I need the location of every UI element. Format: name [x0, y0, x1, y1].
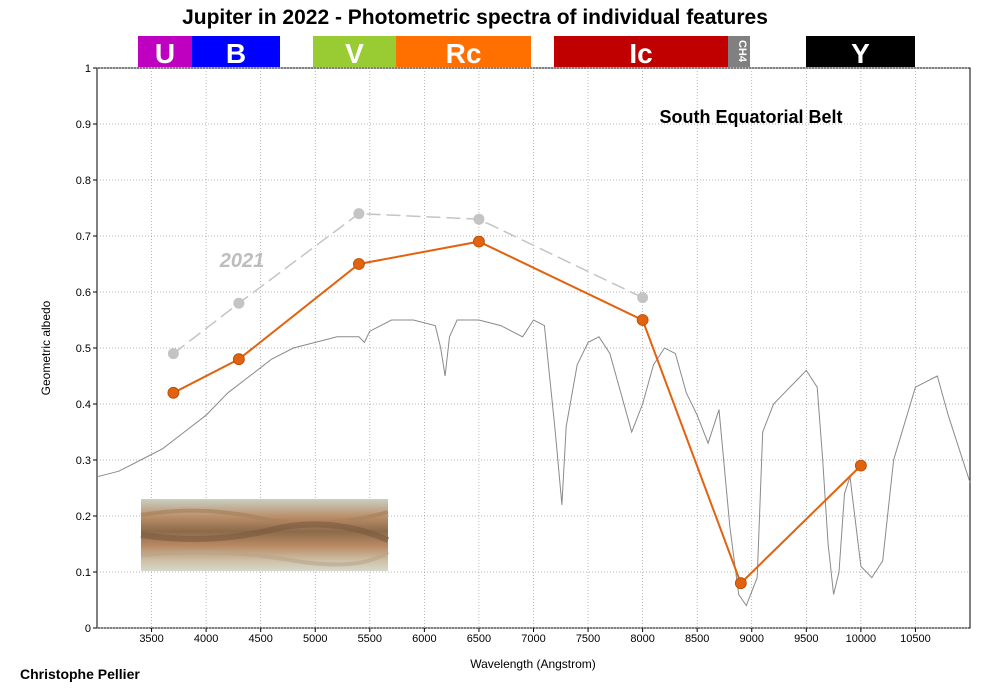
x-tick-label: 10500 [900, 633, 931, 645]
filter-band-v [313, 36, 396, 67]
filter-band-u [138, 36, 192, 67]
filter-band-ic [554, 36, 728, 67]
grid [97, 67, 970, 629]
previous-year-label: 2021 [219, 250, 265, 272]
x-tick-label: 7000 [521, 633, 545, 645]
filter-band-label-y: Y [851, 38, 870, 69]
y-tick-label: 0.5 [76, 343, 91, 355]
y-tick-label: 0.6 [76, 287, 91, 299]
belt-image-swatch [140, 499, 390, 571]
x-tick-label: 9000 [740, 633, 764, 645]
x-tick-label: 6000 [412, 633, 436, 645]
filter-band-y [806, 36, 915, 67]
series-2022-point [473, 235, 485, 248]
x-axis-ticks: 3500 4000 4500 5000 5500 6000 6500 7000 7500 8000… [139, 628, 931, 645]
feature-label: South Equatorial Belt [659, 107, 842, 127]
x-tick-label: 5500 [358, 633, 382, 645]
y-tick-label: 0 [85, 623, 91, 635]
x-axis-title: Wavelength (Angstrom) [470, 657, 596, 671]
x-tick-label: 8500 [685, 633, 709, 645]
y-tick-label: 0.4 [76, 399, 91, 411]
y-tick-label: 0.3 [76, 455, 91, 467]
series-2021-point [473, 213, 485, 225]
filter-band-label-ch4: CH4 [736, 40, 748, 63]
filter-band-b [192, 36, 280, 67]
series-2021-points [167, 208, 649, 360]
series-2022-point [854, 459, 867, 472]
y-axis-title: Geometric albedo [39, 300, 53, 395]
series-2022-point [352, 258, 365, 270]
reference-spectrum-line [96, 319, 971, 607]
x-tick-label: 6500 [467, 633, 491, 645]
x-tick-label: 8000 [630, 633, 654, 645]
x-tick-label: 4500 [248, 633, 272, 645]
y-tick-label: 0.9 [76, 119, 91, 131]
series-2022-point [636, 314, 649, 326]
filter-band-strip: U B V Rc Ic CH4 Y [138, 36, 915, 69]
y-tick-label: 1 [85, 63, 91, 75]
y-axis-ticks: 0 0.1 0.2 0.3 0.4 0.5 0.6 0.7 0.8 0.9 1 [76, 63, 97, 635]
filter-band-label-b: B [226, 38, 246, 69]
series-2021-point [353, 208, 365, 220]
series-2022-point [232, 353, 245, 366]
filter-band-label-rc: Rc [446, 38, 482, 69]
author-credit: Christophe Pellier [20, 666, 140, 682]
y-tick-label: 0.2 [76, 511, 91, 523]
x-tick-label: 10000 [846, 633, 877, 645]
x-tick-label: 3500 [139, 633, 163, 645]
series-2021-point [167, 348, 179, 360]
x-tick-label: 4000 [194, 633, 218, 645]
y-tick-label: 0.7 [76, 231, 91, 243]
series-2021-point [637, 292, 649, 304]
series-2022-point [734, 577, 747, 590]
filter-band-rc [396, 36, 531, 67]
x-tick-label: 5000 [303, 633, 327, 645]
filter-band-label-ic: Ic [629, 38, 652, 69]
filter-band-label-v: V [345, 38, 364, 69]
x-tick-label: 7500 [576, 633, 600, 645]
filter-band-ch4 [728, 36, 750, 67]
chart-title: Jupiter in 2022 - Photometric spectra of… [182, 6, 768, 29]
filter-band-label-u: U [155, 38, 175, 69]
x-tick-label: 9500 [794, 633, 818, 645]
series-2022-points [167, 235, 867, 590]
y-tick-label: 0.8 [76, 175, 91, 187]
series-2021-point [233, 297, 245, 309]
y-tick-label: 0.1 [76, 567, 91, 579]
series-2022-point [167, 386, 180, 399]
